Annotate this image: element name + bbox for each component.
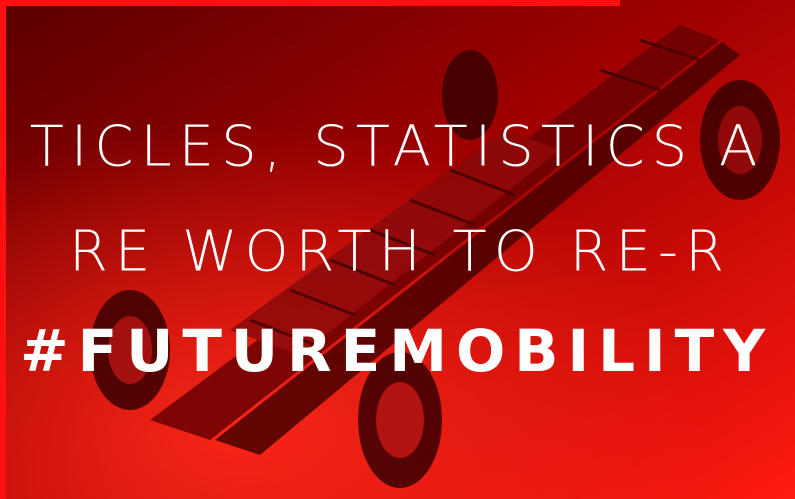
- headline-line: RE WORTH TO RE-R: [69, 219, 731, 284]
- page: {"banner": {"lines": ["TICLES, STATISTIC…: [0, 0, 795, 499]
- hashtag: #FUTUREMOBILITY: [20, 317, 774, 385]
- headline-line: TICLES, STATISTICS A: [30, 114, 765, 179]
- banner: TICLES, STATISTICS A RE WORTH TO RE-R #F…: [0, 0, 795, 499]
